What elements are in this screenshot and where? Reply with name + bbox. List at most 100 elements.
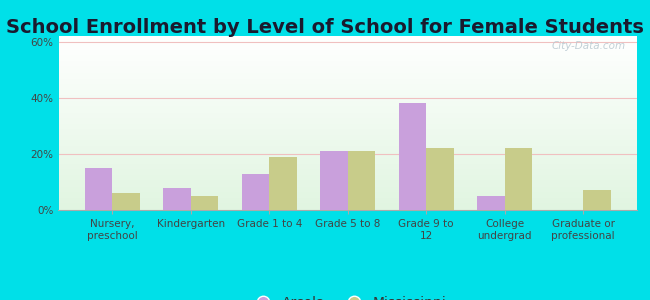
Bar [58,144,637,145]
Bar [58,101,637,102]
Bar [58,86,637,87]
Bar [58,165,637,166]
Bar [190,196,218,210]
Bar [58,59,637,60]
Bar [58,198,637,199]
Bar [58,191,637,192]
Bar [58,76,637,77]
Bar [58,44,637,45]
Bar [58,143,637,144]
Text: School Enrollment by Level of School for Female Students: School Enrollment by Level of School for… [6,18,644,37]
Bar [58,189,637,190]
Bar [58,92,637,93]
Bar [58,158,637,159]
Bar [58,100,637,101]
Bar [58,201,637,202]
Bar [58,69,637,70]
Bar [58,115,637,116]
Bar [58,65,637,66]
Bar [58,71,637,72]
Bar [58,136,637,137]
Bar [58,127,637,128]
Bar [58,169,637,170]
Bar [58,146,637,147]
Bar [58,202,637,203]
Bar [58,205,637,206]
Bar [58,56,637,57]
Bar [58,197,637,198]
Bar [58,177,637,178]
Bar [58,133,637,134]
Bar [348,151,375,210]
Bar [58,164,637,165]
Bar [58,174,637,175]
Bar [58,167,637,168]
Bar [58,88,637,89]
Bar [58,168,637,169]
Bar [320,151,348,210]
Bar [58,120,637,121]
Bar [58,48,637,49]
Bar [58,66,637,67]
Bar [58,103,637,104]
Bar [58,94,637,95]
Bar [58,91,637,92]
Bar [58,159,637,160]
Bar [58,173,637,174]
Bar [58,152,637,153]
Bar [58,90,637,91]
Bar [58,206,637,207]
Bar [58,55,637,56]
Bar [58,209,637,210]
Bar [58,49,637,50]
Bar [58,179,637,180]
Bar [58,125,637,126]
Bar [58,87,637,88]
Bar [58,139,637,140]
Bar [58,72,637,73]
Bar [58,104,637,105]
Bar [58,128,637,129]
Bar [58,53,637,54]
Bar [58,142,637,143]
Bar [58,63,637,64]
Bar [58,57,637,58]
Bar [58,96,637,97]
Bar [58,39,637,40]
Bar [58,114,637,115]
Bar [58,151,637,152]
Bar [58,178,637,179]
Bar [58,163,637,164]
Bar [58,141,637,142]
Bar [58,176,637,177]
Bar [58,187,637,188]
Bar [58,140,637,141]
Bar [58,51,637,52]
Bar [58,98,637,99]
Text: City-Data.com: City-Data.com [551,41,625,51]
Bar [58,108,637,109]
Bar [58,137,637,138]
Bar [58,161,637,162]
Bar [58,148,637,149]
Bar [58,170,637,171]
Bar [58,118,637,119]
Bar [112,193,140,210]
Bar [58,42,637,43]
Bar [58,110,637,111]
Bar [58,75,637,76]
Bar [58,172,637,173]
Bar [58,156,637,157]
Bar [58,61,637,62]
Bar [58,106,637,107]
Bar [58,184,637,185]
Bar [426,148,454,210]
Bar [58,95,637,96]
Bar [58,50,637,51]
Bar [58,113,637,114]
Bar [58,107,637,108]
Bar [58,37,637,38]
Bar [58,70,637,71]
Bar [58,135,637,136]
Bar [58,111,637,112]
